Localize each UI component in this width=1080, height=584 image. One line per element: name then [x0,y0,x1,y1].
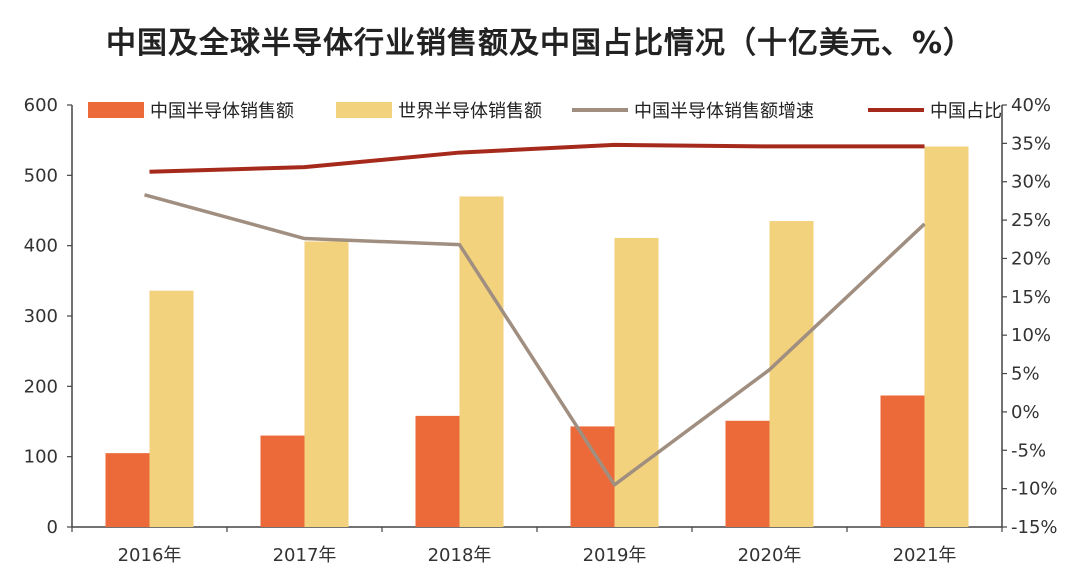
legend-label: 中国半导体销售额增速 [634,101,814,122]
right-tick-label: -10% [1011,479,1058,500]
left-tick-label: 300 [24,306,58,327]
legend-label: 世界半导体销售额 [398,101,542,122]
bar-china [415,415,460,527]
x-tick-label: 2017年 [273,545,337,566]
bar-china [260,435,305,527]
x-tick-label: 2018年 [428,545,492,566]
right-tick-label: 20% [1011,248,1051,269]
bar-china [570,426,615,527]
x-tick-label: 2020年 [738,545,802,566]
bar-china [105,453,150,527]
x-tick-label: 2019年 [583,545,647,566]
bar-world [924,146,969,527]
bar-world [459,196,504,527]
left-tick-label: 0 [47,517,58,538]
left-tick-label: 500 [24,165,58,186]
legend-swatch [88,102,144,118]
right-tick-label: -5% [1011,440,1046,461]
right-tick-label: 5% [1011,364,1040,385]
legend-swatch [336,102,392,118]
x-tick-label: 2021年 [893,545,957,566]
line-china-share [149,142,925,174]
legend-label: 中国占比 [930,101,1002,122]
right-tick-label: 35% [1011,133,1051,154]
line-growth-rate [144,193,926,487]
bar-world [304,241,349,528]
bar-world [769,221,814,528]
left-tick-label: 400 [24,236,58,257]
right-tick-label: 25% [1011,210,1051,231]
right-tick-label: 30% [1011,172,1051,193]
x-tick-label: 2016年 [118,545,182,566]
left-tick-label: 600 [24,95,58,116]
left-tick-label: 200 [24,376,58,397]
right-tick-label: 10% [1011,325,1051,346]
bar-china [725,420,770,527]
right-tick-label: -15% [1011,517,1058,538]
bar-world [614,237,659,527]
right-tick-label: 0% [1011,402,1040,423]
bar-world [149,290,194,527]
right-tick-label: 40% [1011,95,1051,116]
legend-label: 中国半导体销售额 [150,101,294,122]
bar-china [880,395,925,527]
chart-title: 中国及全球半导体行业销售额及中国占比情况（十亿美元、%） [105,26,975,61]
left-tick-label: 100 [24,447,58,468]
right-tick-label: 15% [1011,287,1051,308]
